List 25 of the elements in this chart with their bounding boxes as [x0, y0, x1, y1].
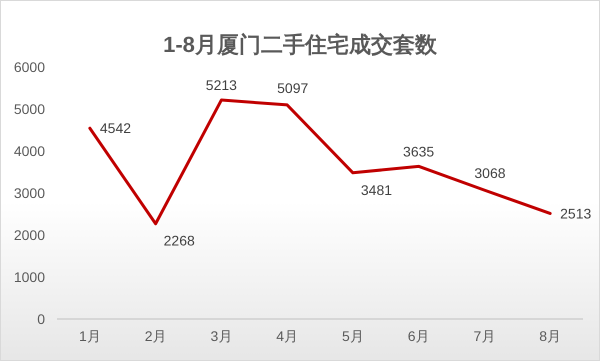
- data-label: 3635: [403, 143, 434, 160]
- x-tick-label: 6月: [408, 328, 430, 344]
- chart-title: 1-8月厦门二手住宅成交套数: [163, 32, 438, 57]
- x-tick-label: 8月: [539, 328, 562, 344]
- x-tick-label: 1月: [78, 328, 101, 344]
- y-tick-label: 6000: [14, 59, 46, 75]
- data-label: 3068: [474, 165, 506, 182]
- data-label: 2268: [164, 232, 195, 249]
- data-label: 4542: [100, 120, 132, 136]
- y-tick-label: 4000: [14, 143, 46, 159]
- x-tick-label: 3月: [210, 328, 232, 344]
- x-tick-label: 7月: [473, 328, 496, 344]
- line-series: [88, 98, 552, 226]
- x-tick-label: 4月: [276, 328, 298, 344]
- y-tick-label: 0: [37, 311, 46, 327]
- x-tick-label: 5月: [342, 328, 364, 344]
- data-label: 3481: [360, 182, 392, 198]
- data-label: 5213: [206, 77, 238, 94]
- x-tick-label: 2月: [144, 328, 167, 344]
- y-tick-label: 2000: [14, 227, 46, 243]
- data-label: 5097: [277, 80, 308, 96]
- data-label: 2513: [560, 205, 592, 222]
- y-tick-label: 5000: [14, 101, 46, 117]
- y-tick-label: 1000: [14, 269, 46, 285]
- y-tick-label: 3000: [14, 185, 46, 201]
